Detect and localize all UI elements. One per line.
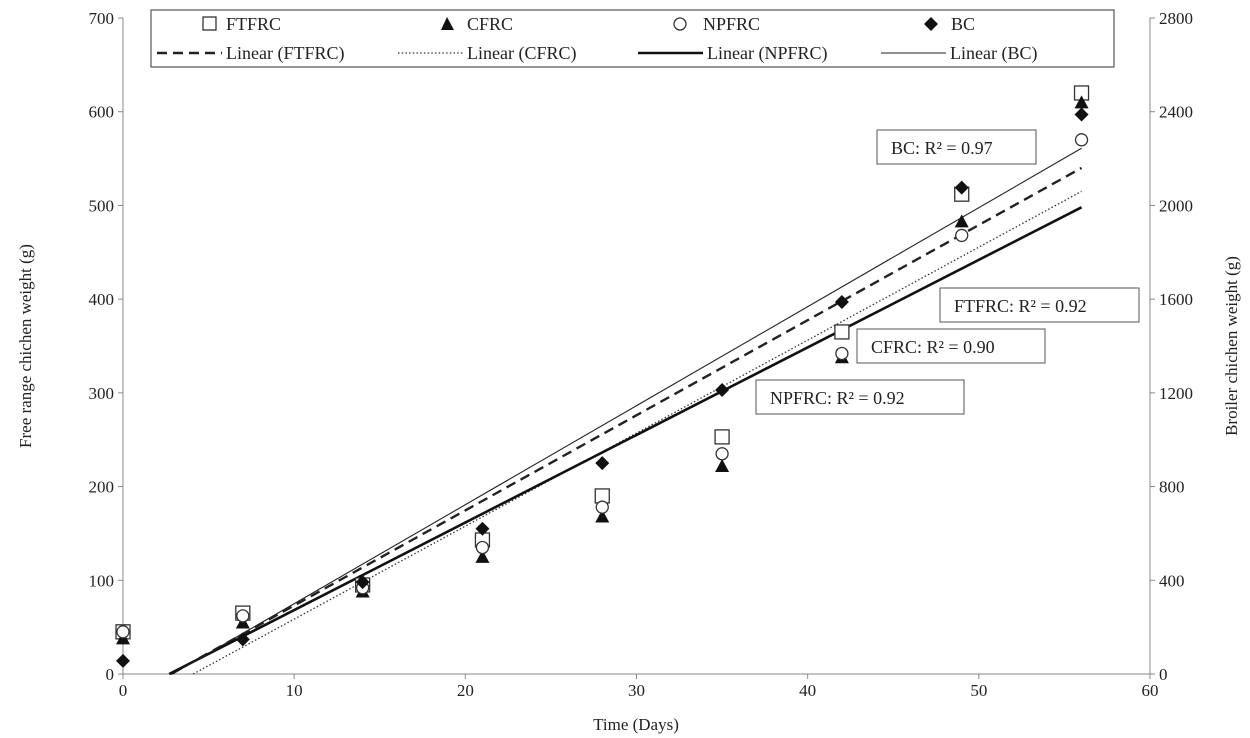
marker-cfrc bbox=[715, 458, 730, 472]
legend-marker-ftfrc bbox=[202, 16, 217, 31]
marker-cfrc bbox=[954, 214, 969, 228]
marker-cfrc bbox=[595, 509, 610, 523]
trendlines bbox=[168, 147, 1083, 676]
marker-npfrc bbox=[236, 609, 250, 623]
y-left-tick-label: 400 bbox=[89, 290, 115, 309]
marker-cfrc bbox=[1074, 95, 1089, 109]
marker-bc bbox=[595, 456, 610, 471]
legend-label-linear-ftfrc: Linear (FTFRC) bbox=[226, 43, 345, 64]
legend-label-cfrc: CFRC bbox=[467, 14, 513, 34]
legend-marker-bc bbox=[924, 17, 938, 31]
trendline-linear-bc bbox=[172, 147, 1082, 675]
marker-bc bbox=[834, 294, 849, 309]
annotation-cfrc: CFRC: R² = 0.90 bbox=[871, 337, 995, 357]
x-tick-label: 10 bbox=[286, 681, 303, 700]
legend-label-npfrc: NPFRC bbox=[703, 14, 760, 34]
marker-bc bbox=[235, 632, 250, 647]
trendline-linear-cfrc bbox=[192, 190, 1082, 675]
y-left-tick-label: 500 bbox=[89, 196, 115, 215]
x-tick-label: 20 bbox=[457, 681, 474, 700]
legend-box bbox=[150, 9, 1115, 68]
x-tick-label: 30 bbox=[628, 681, 645, 700]
annotation-box-cfrc bbox=[856, 328, 1046, 364]
x-axis-title: Time (Days) bbox=[593, 715, 679, 734]
marker-npfrc bbox=[715, 447, 729, 461]
annotation-box-bc bbox=[876, 129, 1037, 165]
marker-npfrc bbox=[116, 625, 130, 639]
data-markers bbox=[115, 85, 1090, 668]
y-right-tick-label: 2400 bbox=[1159, 103, 1193, 122]
legend-label-linear-npfrc: Linear (NPFRC) bbox=[707, 43, 828, 64]
y-right-tick-label: 0 bbox=[1159, 665, 1168, 684]
trendline-linear-ftfrc bbox=[170, 166, 1083, 676]
marker-bc bbox=[715, 383, 730, 398]
x-tick-label: 0 bbox=[119, 681, 128, 700]
y-right-tick-label: 1600 bbox=[1159, 290, 1193, 309]
legend: FTFRC CFRC NPFRC BC Linear (FTFRC) Linea… bbox=[150, 9, 1115, 68]
y-right-tick-label: 2000 bbox=[1159, 196, 1193, 215]
tick-labels: 0 10 20 30 40 50 60010020030040050060070004008… bbox=[89, 9, 1194, 700]
marker-bc bbox=[355, 575, 370, 590]
legend-label-ftfrc: FTFRC bbox=[226, 14, 281, 34]
marker-npfrc bbox=[595, 500, 609, 514]
marker-npfrc bbox=[1074, 133, 1089, 147]
trendline-linear-npfrc bbox=[168, 206, 1083, 676]
y-left-tick-label: 100 bbox=[89, 571, 115, 590]
y-left-tick-label: 0 bbox=[106, 665, 115, 684]
annotation-box-npfrc bbox=[755, 379, 965, 415]
marker-npfrc bbox=[475, 540, 490, 555]
legend-label-linear-cfrc: Linear (CFRC) bbox=[467, 43, 577, 64]
legend-marker-npfrc bbox=[673, 17, 687, 31]
marker-bc bbox=[475, 521, 490, 536]
x-tick-label: 60 bbox=[1142, 681, 1159, 700]
tick-marks bbox=[118, 17, 1155, 679]
marker-bc bbox=[116, 653, 130, 668]
y-right-tick-label: 800 bbox=[1159, 478, 1185, 497]
annotation-box-ftfrc bbox=[939, 287, 1140, 323]
y-right-tick-label: 400 bbox=[1159, 571, 1185, 590]
y-left-tick-label: 200 bbox=[89, 478, 115, 497]
y-left-tick-label: 600 bbox=[89, 103, 115, 122]
marker-cfrc bbox=[475, 549, 490, 563]
annotation-ftfrc: FTFRC: R² = 0.92 bbox=[954, 296, 1087, 316]
x-tick-label: 50 bbox=[970, 681, 987, 700]
y-right-tick-label: 1200 bbox=[1159, 384, 1193, 403]
y-axis-title-right: Broiler chichen weight (g) bbox=[1222, 256, 1241, 436]
legend-marker-cfrc bbox=[441, 17, 454, 30]
marker-bc bbox=[1074, 107, 1089, 122]
y-left-tick-label: 700 bbox=[89, 9, 115, 28]
marker-ftfrc bbox=[834, 324, 850, 340]
y-right-tick-label: 2800 bbox=[1159, 9, 1193, 28]
marker-npfrc bbox=[835, 346, 849, 361]
marker-npfrc bbox=[955, 228, 969, 243]
legend-label-bc: BC bbox=[951, 14, 975, 34]
x-tick-label: 40 bbox=[799, 681, 816, 700]
legend-label-linear-bc: Linear (BC) bbox=[950, 43, 1037, 64]
annotation-npfrc: NPFRC: R² = 0.92 bbox=[770, 388, 905, 408]
r-squared-annotations: BC: R² = 0.97 FTFRC: R² = 0.92 CFRC: R² … bbox=[755, 129, 1140, 415]
annotation-bc: BC: R² = 0.97 bbox=[891, 138, 993, 158]
y-axis-title-left: Free range chichen weight (g) bbox=[16, 244, 35, 448]
marker-ftfrc bbox=[714, 429, 730, 445]
marker-bc bbox=[954, 180, 969, 195]
y-left-tick-label: 300 bbox=[89, 384, 115, 403]
